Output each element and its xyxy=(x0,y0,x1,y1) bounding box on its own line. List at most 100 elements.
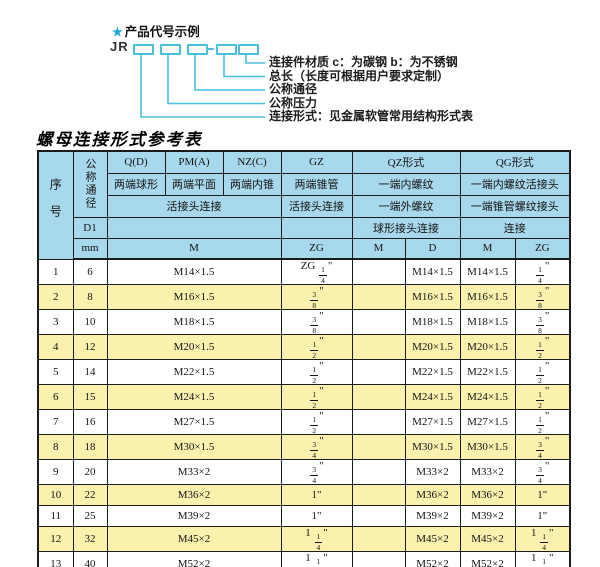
cell-qg_zg: 3 8 " xyxy=(514,309,571,335)
cell-dn: 10 xyxy=(72,309,108,335)
table-row: 10 22 M36×2 1" M36×2 M36×2 1" xyxy=(37,484,571,506)
diagram-heading: ★ 产品代号示例 xyxy=(112,21,200,40)
cell-dn: 25 xyxy=(72,505,108,527)
cell-m: M22×1.5 xyxy=(106,359,282,385)
cell-qg_zg: 3 8 " xyxy=(514,284,571,310)
cell-qg_m: M24×1.5 xyxy=(459,384,516,410)
header-pm: PM(A) xyxy=(164,150,224,174)
label-nominal-diameter: 公称通径 xyxy=(269,82,318,96)
header-nz: NZ(C) xyxy=(222,150,282,174)
cell-dn: 15 xyxy=(72,384,108,410)
cell-qz_d: M27×1.5 xyxy=(404,409,461,435)
cell-qg_zg: 1 1 4 " xyxy=(514,526,571,552)
cell-no: 4 xyxy=(37,334,74,360)
cell-qg_m: M52×2 xyxy=(459,551,516,567)
cell-qg_m: M16×1.5 xyxy=(459,284,516,310)
cell-no: 10 xyxy=(37,484,74,506)
header-qz-m: M xyxy=(351,237,406,260)
cell-no: 11 xyxy=(37,505,74,527)
nut-connection-table: 序号 公称通径 Q(D) PM(A) NZ(C) GZ QZ形式 QG形式 两端… xyxy=(37,150,572,567)
table-row: 8 18 M30×1.5 3 4 " M30×1.5 M30×1.5 3 4 " xyxy=(37,434,571,460)
cell-qg_zg: 1 12" xyxy=(514,551,571,567)
cell-qg_zg: 1" xyxy=(514,484,571,506)
cell-qz_m xyxy=(351,284,406,310)
label-material: 连接件材质 c：为碳钢 b：为不锈钢 xyxy=(269,55,458,69)
cell-zg: ZG 1 4 " xyxy=(280,258,353,285)
header-qz-d: D xyxy=(404,237,461,260)
cell-qz_m xyxy=(351,551,406,567)
cell-zg: 3 4 " xyxy=(280,459,353,485)
cell-dn: 14 xyxy=(72,359,108,385)
cell-zg: 1 2 " xyxy=(280,334,353,360)
cell-zg: 1 2 " xyxy=(280,359,353,385)
cell-qz_d: M20×1.5 xyxy=(404,334,461,360)
label-total-length: 总长（长度可根据用户要求定制） xyxy=(269,68,450,83)
cell-m: M18×1.5 xyxy=(106,309,282,335)
cell-qz_d: M36×2 xyxy=(404,484,461,506)
header-q: Q(D) xyxy=(106,150,166,174)
cell-qg_zg: 1 2 " xyxy=(514,334,571,360)
code-box-4 xyxy=(216,44,237,55)
cell-qz_m xyxy=(351,459,406,485)
header-gz: GZ xyxy=(280,150,353,174)
cell-zg: 1 12" xyxy=(280,551,353,567)
table-title: 螺母连接形式参考表 xyxy=(36,130,203,149)
table-row: 11 25 M39×2 1" M39×2 M39×2 1" xyxy=(37,505,571,527)
cell-qz_m xyxy=(351,526,406,552)
cell-no: 3 xyxy=(37,309,74,335)
cell-qg_zg: 1 2 " xyxy=(514,359,571,385)
cell-dn: 20 xyxy=(72,459,108,485)
table-row: 3 10 M18×1.5 3 8 " M18×1.5 M18×1.5 3 8 " xyxy=(37,309,571,335)
cell-qg_m: M14×1.5 xyxy=(459,258,516,285)
header-qg-connect: 连接 xyxy=(459,216,571,239)
code-prefix: JR xyxy=(110,39,129,54)
cell-qg_m: M36×2 xyxy=(459,484,516,506)
cell-qg_zg: 1" xyxy=(514,505,571,527)
header-qz-desc2: 一端外螺纹 xyxy=(351,194,461,218)
cell-qz_d: M16×1.5 xyxy=(404,284,461,310)
cell-qz_m xyxy=(351,334,406,360)
cell-qz_d: M52×2 xyxy=(404,551,461,567)
cell-m: M16×1.5 xyxy=(106,284,282,310)
cell-zg: 3 8 " xyxy=(280,284,353,310)
cell-no: 6 xyxy=(37,384,74,410)
cell-no: 13 xyxy=(37,551,74,567)
cell-no: 9 xyxy=(37,459,74,485)
cell-qg_m: M18×1.5 xyxy=(459,309,516,335)
cell-m: M20×1.5 xyxy=(106,334,282,360)
cell-qz_m xyxy=(351,434,406,460)
header-mm: mm xyxy=(72,237,108,260)
cell-m: M30×1.5 xyxy=(106,434,282,460)
cell-qg_zg: 1 2 " xyxy=(514,409,571,435)
table-row: 7 16 M27×1.5 1 2 " M27×1.5 M27×1.5 1 2 " xyxy=(37,409,571,435)
cell-m: M36×2 xyxy=(106,484,282,506)
cell-qz_m xyxy=(351,258,406,285)
header-qg: QG形式 xyxy=(459,150,571,174)
header-qz-desc: 一端内螺纹 xyxy=(351,172,461,196)
code-box-2 xyxy=(160,44,181,55)
cell-qg_zg: 1 2 " xyxy=(514,384,571,410)
header-thread-zg: ZG xyxy=(280,237,353,260)
header-blank-1 xyxy=(106,216,282,239)
cell-qz_m xyxy=(351,309,406,335)
cell-qg_m: M27×1.5 xyxy=(459,409,516,435)
cell-dn: 32 xyxy=(72,526,108,552)
header-qg-m: M xyxy=(459,237,516,260)
cell-qz_m xyxy=(351,484,406,506)
table-row: 1 6 M14×1.5 ZG 1 4 " M14×1.5 M14×1.5 1 4 " xyxy=(37,258,571,285)
fraction: 12 xyxy=(314,557,323,567)
header-qg-zg: ZG xyxy=(514,237,571,260)
cell-qg_m: M45×2 xyxy=(459,526,516,552)
header-blank-2 xyxy=(280,216,353,239)
cell-zg: 3 8 " xyxy=(280,309,353,335)
